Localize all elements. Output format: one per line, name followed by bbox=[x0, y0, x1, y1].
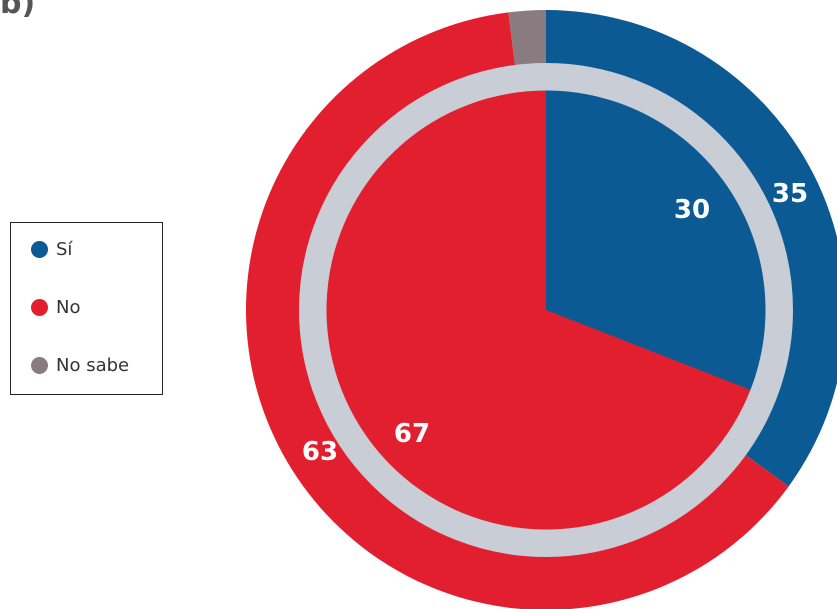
inner-slice-no bbox=[326, 90, 751, 530]
legend-item-si: Sí bbox=[31, 239, 72, 260]
legend-item-no-sabe: No sabe bbox=[31, 355, 129, 376]
inner-label-si: 30 bbox=[674, 195, 710, 225]
outer-label-si: 35 bbox=[772, 179, 808, 209]
legend-swatch-no-sabe bbox=[31, 357, 48, 374]
corner-mark: b) bbox=[0, 0, 36, 21]
ring-separator bbox=[299, 63, 793, 557]
outer-label-no: 63 bbox=[302, 437, 338, 467]
legend-item-no: No bbox=[31, 297, 80, 318]
legend-swatch-no bbox=[31, 299, 48, 316]
legend-swatch-si bbox=[31, 241, 48, 258]
inner-ring bbox=[326, 90, 766, 530]
legend-label-no: No bbox=[56, 297, 81, 318]
inner-label-no: 67 bbox=[394, 419, 430, 449]
chart-legend: Sí No No sabe bbox=[10, 222, 163, 395]
legend-label-no-sabe: No sabe bbox=[56, 355, 130, 376]
inner-slice-sí bbox=[546, 90, 766, 390]
legend-label-si: Sí bbox=[56, 239, 73, 260]
